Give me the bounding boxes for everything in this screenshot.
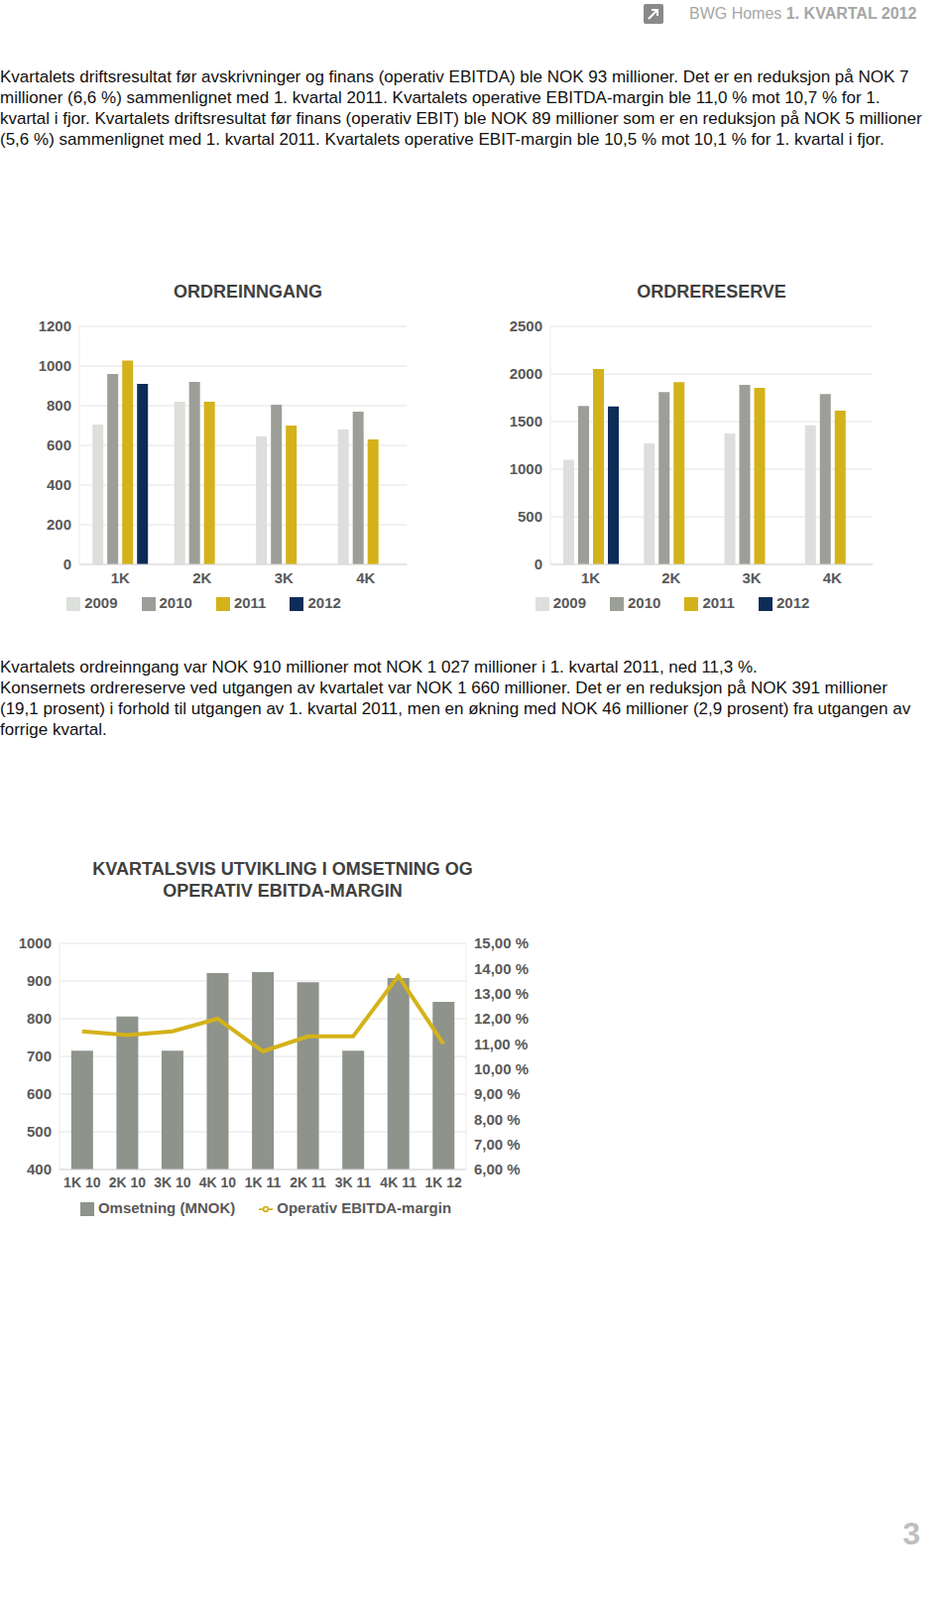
svg-text:1K 11: 1K 11	[244, 1174, 282, 1190]
html-text:2011: 2011	[233, 594, 267, 611]
svg-text:1K 12: 1K 12	[425, 1174, 464, 1190]
html-text:BWG Homes 1. KVARTAL 2012: BWG Homes 1. KVARTAL 2012	[689, 4, 917, 22]
svg-text:10,00 %: 10,00 %	[474, 1060, 529, 1077]
svg-text:400: 400	[46, 476, 72, 493]
svg-text:4K: 4K	[823, 569, 842, 587]
svg-text:2000: 2000	[509, 364, 543, 382]
html-text:Kvartalets ordreinngang var NO: Kvartalets ordreinngang var NOK 910 mill…	[0, 657, 758, 677]
svg-text:2K 11: 2K 11	[289, 1174, 327, 1190]
svg-text:400: 400	[26, 1160, 52, 1178]
html-text:2009: 2009	[553, 594, 587, 611]
svg-text:3K: 3K	[742, 569, 762, 587]
svg-text:2K: 2K	[192, 569, 212, 587]
html-text:2012: 2012	[776, 594, 810, 611]
html-text:2010: 2010	[159, 594, 193, 611]
svg-text:1000: 1000	[38, 357, 72, 374]
html-text:ORDRERESERVE: ORDRERESERVE	[636, 281, 787, 302]
svg-text:0: 0	[534, 555, 543, 573]
svg-text:11,00 %: 11,00 %	[474, 1035, 528, 1053]
svg-text:1200: 1200	[38, 317, 72, 335]
html-text:Kvartalets driftsresultat før: Kvartalets driftsresultat før avskrivnin…	[0, 67, 922, 149]
svg-text:800: 800	[26, 1009, 52, 1027]
svg-text:500: 500	[26, 1122, 52, 1140]
html-text:2012: 2012	[307, 594, 341, 611]
svg-text:7,00 %: 7,00 %	[474, 1135, 521, 1153]
svg-text:1000: 1000	[18, 934, 52, 952]
html-text:3: 3	[902, 1515, 921, 1551]
svg-text:4K 11: 4K 11	[379, 1174, 417, 1190]
html-text:Operativ EBITDA-margin: Operativ EBITDA-margin	[276, 1198, 452, 1216]
svg-text:800: 800	[46, 396, 72, 414]
svg-text:14,00 %: 14,00 %	[474, 959, 529, 977]
svg-text:1000: 1000	[509, 460, 543, 477]
html-text:Konsernets ordrereserve ved ut: Konsernets ordrereserve ved utgangen av …	[0, 678, 911, 739]
svg-text:13,00 %: 13,00 %	[474, 984, 529, 1002]
svg-text:3K 11: 3K 11	[335, 1174, 372, 1190]
svg-text:4K: 4K	[356, 569, 375, 587]
html-text:KVARTALSVIS UTVIKLING I OMSETN: KVARTALSVIS UTVIKLING I OMSETNING OG OPE…	[92, 858, 473, 901]
svg-text:9,00 %: 9,00 %	[474, 1084, 521, 1102]
svg-text:200: 200	[46, 515, 72, 533]
svg-text:8,00 %: 8,00 %	[474, 1110, 521, 1128]
svg-text:600: 600	[46, 436, 72, 454]
svg-text:1K: 1K	[111, 569, 130, 587]
svg-text:900: 900	[26, 971, 52, 989]
svg-text:12,00 %: 12,00 %	[474, 1009, 529, 1027]
svg-text:1K 10: 1K 10	[63, 1174, 102, 1190]
svg-text:700: 700	[26, 1047, 52, 1065]
html-text:ORDREINNGANG: ORDREINNGANG	[173, 281, 323, 302]
html-text:Omsetning (MNOK): Omsetning (MNOK)	[98, 1198, 236, 1216]
svg-text:2500: 2500	[509, 317, 543, 335]
svg-text:6,00 %: 6,00 %	[474, 1160, 521, 1178]
html-text:2010: 2010	[627, 594, 661, 611]
svg-text:2K: 2K	[661, 569, 681, 587]
html-text:2009: 2009	[84, 594, 118, 611]
svg-text:3K: 3K	[274, 569, 294, 587]
svg-text:15,00 %: 15,00 %	[474, 934, 529, 952]
svg-text:1K: 1K	[581, 569, 600, 587]
html-text:2011: 2011	[702, 594, 735, 611]
svg-text:2K 10: 2K 10	[109, 1174, 147, 1190]
svg-text:1500: 1500	[509, 412, 543, 430]
svg-text:500: 500	[517, 507, 543, 525]
svg-text:600: 600	[26, 1084, 52, 1102]
svg-text:4K 10: 4K 10	[199, 1174, 238, 1190]
svg-text:0: 0	[63, 555, 72, 573]
svg-text:3K 10: 3K 10	[153, 1174, 192, 1190]
